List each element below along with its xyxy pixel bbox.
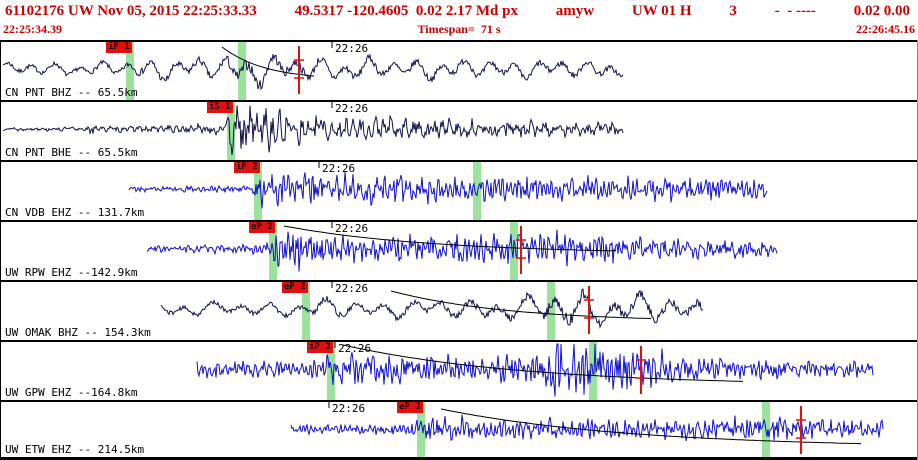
trace-panel[interactable]: iP 1 22:26 CN PNT BHZ -- 65.5km bbox=[1, 40, 917, 100]
phase-pick-bar[interactable] bbox=[547, 282, 555, 340]
trace-panel[interactable]: eP 3 22:26 UW ETW EHZ -- 214.5km bbox=[1, 400, 917, 460]
phase-pick-label[interactable]: iS 1 bbox=[207, 102, 233, 113]
coda-decay-curve bbox=[342, 344, 744, 382]
waveform-canvas[interactable] bbox=[1, 102, 917, 160]
minute-label: 22:26 bbox=[322, 162, 356, 175]
seismogram-trace bbox=[160, 288, 704, 329]
pick-count: 3 bbox=[729, 3, 737, 19]
timespan-label: Timespan= 71 s bbox=[417, 22, 501, 36]
phase-pick-label[interactable]: iP 1 bbox=[106, 42, 132, 53]
phase-pick-bar[interactable] bbox=[126, 42, 134, 100]
trace-panel[interactable]: iP 3 22:26 UW GPW EHZ --164.8km bbox=[1, 340, 917, 400]
waveform-canvas[interactable] bbox=[1, 282, 917, 340]
phase-pick-bar[interactable] bbox=[510, 222, 518, 280]
header: 61102176 UW Nov 05, 2015 22:25:33.33 49.… bbox=[0, 0, 918, 40]
trace-panel[interactable]: iP 2 22:26 CN VDB EHZ -- 131.7km bbox=[1, 160, 917, 220]
waveform-canvas[interactable] bbox=[1, 42, 917, 100]
time-window-line: 22:25:34.39 Timespan= 71 s 22:26:45.16 bbox=[0, 21, 918, 38]
minute-label: 22:26 bbox=[338, 342, 372, 355]
residual-values: 0.02 0.00 bbox=[853, 3, 910, 19]
phase-pick-label[interactable]: eP 2 bbox=[249, 222, 275, 233]
network-code: UW 01 H bbox=[631, 3, 692, 19]
station-label: CN PNT BHZ -- 65.5km bbox=[5, 86, 138, 99]
station-label: UW GPW EHZ --164.8km bbox=[5, 386, 138, 399]
trace-panel[interactable]: eP 2 22:26 UW OMAK BHZ -- 154.3km bbox=[1, 280, 917, 340]
seismogram-trace bbox=[128, 171, 768, 209]
duration-marker[interactable] bbox=[636, 346, 646, 394]
coda-decay-curve bbox=[283, 225, 617, 252]
coda-decay-curve bbox=[221, 46, 315, 77]
trace-panels: iP 1 22:26 CN PNT BHZ -- 65.5km iS 1 22:26 CN… bbox=[0, 40, 918, 460]
station-label: UW OMAK BHZ -- 154.3km bbox=[5, 326, 151, 339]
station-label: UW RPW EHZ --142.9km bbox=[5, 266, 138, 279]
event-id-origin-time: 61102176 UW Nov 05, 2015 22:25:33.33 bbox=[5, 3, 257, 19]
duration-marker[interactable] bbox=[796, 406, 806, 454]
trace-panel[interactable]: eP 2 22:26 UW RPW EHZ --142.9km bbox=[1, 220, 917, 280]
station-label: CN PNT BHE -- 65.5km bbox=[5, 146, 138, 159]
station-label: UW ETW EHZ -- 214.5km bbox=[5, 443, 145, 456]
phase-pick-label[interactable]: eP 3 bbox=[397, 402, 423, 413]
phase-pick-label[interactable]: eP 2 bbox=[282, 282, 308, 293]
event-info-line: 61102176 UW Nov 05, 2015 22:25:33.33 49.… bbox=[0, 0, 918, 21]
analyst-name: amyw bbox=[555, 3, 595, 19]
phase-pick-label[interactable]: iP 3 bbox=[307, 342, 333, 353]
waveform-canvas[interactable] bbox=[1, 222, 917, 280]
window-end-time: 22:26:45.16 bbox=[856, 22, 915, 36]
status-flags: - - ---- bbox=[774, 3, 816, 19]
phase-pick-bar[interactable] bbox=[302, 282, 310, 340]
phase-pick-bar[interactable] bbox=[417, 402, 425, 460]
duration-marker[interactable] bbox=[516, 226, 526, 274]
seismogram-trace bbox=[2, 53, 624, 91]
duration-marker[interactable] bbox=[584, 286, 594, 334]
coda-decay-curve bbox=[440, 408, 862, 445]
seismogram-trace bbox=[146, 229, 778, 272]
phase-pick-bar[interactable] bbox=[327, 342, 335, 400]
waveform-canvas[interactable] bbox=[1, 402, 917, 460]
phase-pick-bar[interactable] bbox=[227, 102, 235, 160]
phase-pick-bar[interactable] bbox=[238, 42, 246, 100]
minute-label: 22:26 bbox=[335, 102, 369, 115]
phase-pick-bar[interactable] bbox=[254, 162, 262, 220]
waveform-canvas[interactable] bbox=[1, 162, 917, 220]
seismogram-trace bbox=[290, 414, 884, 442]
seismogram-trace bbox=[2, 105, 624, 155]
phase-pick-bar[interactable] bbox=[473, 162, 481, 220]
waveform-canvas[interactable] bbox=[1, 342, 917, 400]
minute-label: 22:26 bbox=[335, 42, 369, 55]
minute-label: 22:26 bbox=[332, 402, 366, 415]
phase-pick-label[interactable]: iP 2 bbox=[234, 162, 260, 173]
seismogram-trace bbox=[196, 343, 874, 397]
minute-label: 22:26 bbox=[335, 282, 369, 295]
station-label: CN VDB EHZ -- 131.7km bbox=[5, 206, 145, 219]
coda-decay-curve bbox=[390, 290, 652, 320]
window-start-time: 22:25:34.39 bbox=[3, 22, 62, 36]
origin-location-magnitude: 49.5317 -120.4605 0.02 2.17 Md px bbox=[294, 3, 518, 19]
minute-label: 22:26 bbox=[335, 222, 369, 235]
trace-panel[interactable]: iS 1 22:26 CN PNT BHE -- 65.5km bbox=[1, 100, 917, 160]
duration-marker[interactable] bbox=[294, 46, 304, 94]
